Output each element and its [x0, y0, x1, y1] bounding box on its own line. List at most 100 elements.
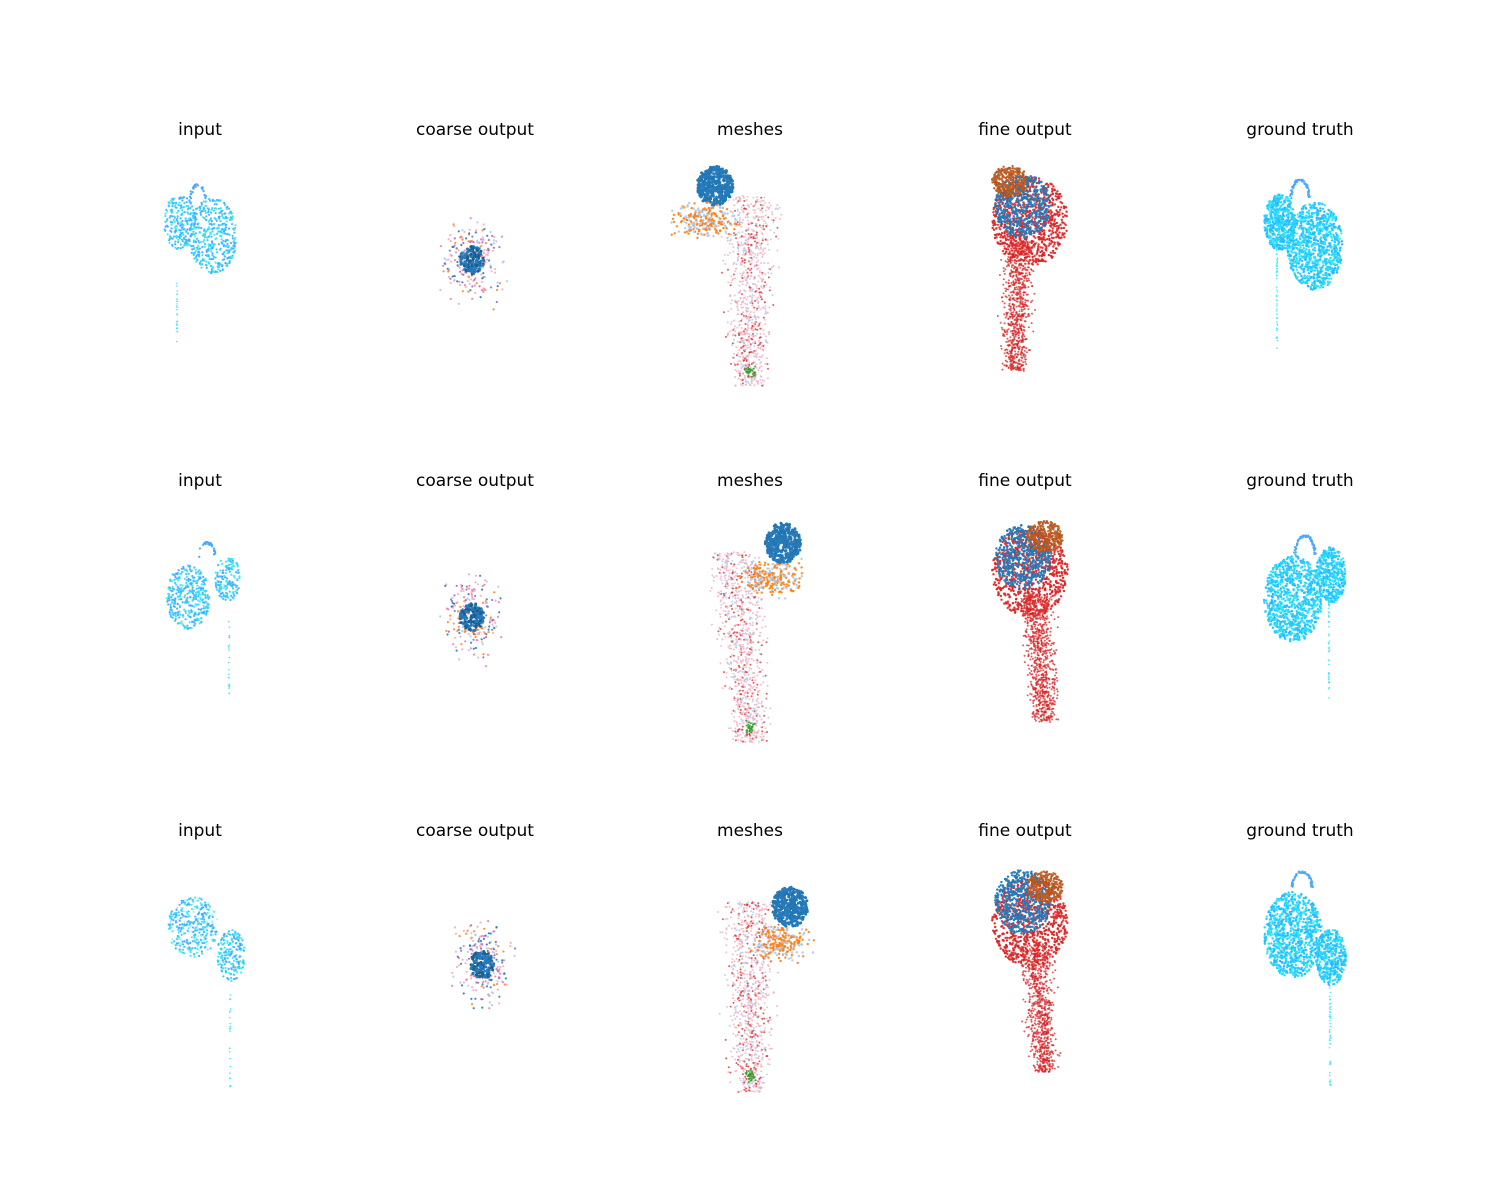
point [1040, 241, 1044, 244]
point [698, 228, 701, 232]
point [1020, 323, 1023, 326]
point [1037, 193, 1040, 196]
point [219, 224, 222, 227]
point [189, 197, 193, 200]
point [1032, 221, 1035, 224]
point [764, 305, 767, 308]
point [446, 267, 449, 270]
point [224, 217, 227, 220]
point [696, 189, 700, 193]
point [729, 302, 732, 305]
point [749, 295, 751, 298]
point [204, 229, 207, 232]
point [759, 200, 762, 203]
point [1009, 296, 1012, 299]
point [471, 285, 474, 288]
point [193, 251, 197, 254]
point [756, 381, 759, 384]
point [1008, 245, 1011, 248]
point [1025, 293, 1028, 296]
point [1034, 178, 1037, 182]
point [768, 330, 771, 333]
point [1013, 233, 1016, 236]
point [776, 208, 779, 210]
point [764, 238, 767, 241]
point [753, 373, 756, 375]
point [1027, 176, 1031, 179]
point [219, 211, 222, 214]
point [1021, 286, 1024, 289]
point [999, 233, 1003, 237]
point [767, 216, 770, 219]
point [735, 237, 737, 240]
point [758, 248, 761, 251]
point [464, 285, 467, 289]
point [210, 220, 213, 223]
point [694, 211, 697, 214]
point [752, 216, 755, 219]
point [993, 233, 997, 237]
point [1025, 197, 1028, 200]
panel-fine-output-row1: fine output [910, 120, 1140, 420]
point [176, 312, 178, 315]
point [766, 239, 769, 242]
point [1050, 193, 1053, 196]
point [205, 264, 208, 267]
point [219, 234, 222, 237]
point [1011, 356, 1014, 359]
point [1011, 291, 1014, 293]
point [214, 256, 217, 259]
point [1048, 229, 1051, 232]
point [193, 227, 196, 230]
point [776, 226, 779, 229]
point [1020, 185, 1023, 188]
point [1017, 259, 1020, 262]
point [703, 198, 707, 202]
point [1017, 315, 1020, 318]
point [212, 199, 215, 202]
point [753, 204, 756, 207]
point [1012, 329, 1015, 332]
point [1007, 194, 1010, 197]
point [1016, 339, 1018, 342]
point [1008, 232, 1012, 235]
point [736, 301, 738, 304]
point [742, 209, 745, 212]
point [1003, 364, 1006, 367]
point [221, 242, 224, 245]
point [1021, 269, 1024, 272]
point [1005, 213, 1008, 216]
point [727, 232, 730, 236]
point [1005, 340, 1008, 343]
point [746, 323, 749, 326]
point [1041, 190, 1045, 193]
point [1026, 241, 1029, 244]
point [748, 250, 750, 253]
point [1021, 305, 1024, 308]
point [460, 261, 464, 265]
point [1012, 252, 1015, 255]
point [749, 288, 752, 291]
point [760, 361, 763, 363]
point [192, 233, 195, 236]
point [1030, 179, 1034, 182]
point [726, 220, 730, 224]
point [750, 236, 753, 239]
point [1024, 299, 1027, 301]
point [747, 222, 750, 225]
point [769, 286, 772, 289]
point [1000, 231, 1004, 235]
point [703, 207, 706, 210]
point [1008, 250, 1011, 253]
point [755, 318, 757, 320]
point [182, 228, 185, 231]
point [231, 247, 234, 250]
point [760, 285, 763, 287]
point [1011, 341, 1014, 344]
point [1008, 252, 1011, 255]
point [1039, 219, 1042, 223]
point [1006, 175, 1010, 179]
point [194, 235, 197, 238]
point [174, 230, 177, 233]
point [215, 203, 218, 206]
